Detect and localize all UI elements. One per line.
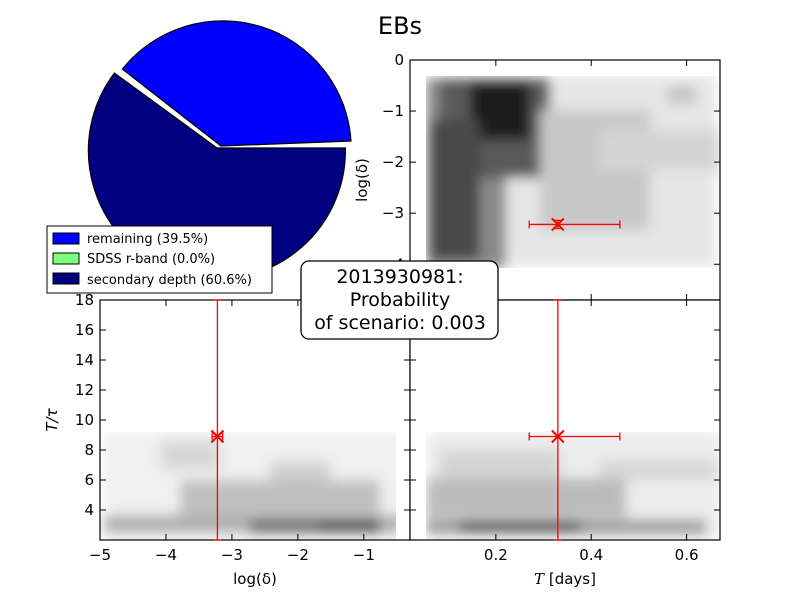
y-tick-label: 6 (84, 471, 94, 489)
x-axis-label-bottom-right: T [days] (534, 570, 596, 588)
y-tick-label: 18 (75, 291, 94, 309)
scenario-marker-bottom-right (528, 299, 621, 541)
scenario-probability-annotation: 2013930981: Probability of scenario: 0.0… (300, 260, 499, 340)
legend-label-secondary-depth: secondary depth (60.6%) (87, 273, 252, 288)
scenario-x-marker (551, 429, 565, 444)
legend-label-sdss: SDSS r-band (0.0%) (87, 252, 215, 267)
x-tick-label: −2 (287, 546, 309, 564)
y-tick-label: 4 (84, 501, 94, 519)
y-tick-label: 14 (75, 351, 94, 369)
scenario-marker-bottom-left (210, 299, 225, 541)
x-tick-label: 0.4 (579, 546, 603, 564)
annotation-line-3: of scenario: 0.003 (314, 312, 486, 334)
y-tick-label: 16 (75, 321, 94, 339)
y-axis-label-top-right: log(δ) (353, 158, 371, 202)
legend-label-remaining: remaining (39.5%) (87, 232, 208, 247)
figure-title: EBs (378, 12, 422, 40)
x-tick-label: −4 (155, 546, 177, 564)
x-axis-unit-bottom-right: [days] (549, 570, 596, 588)
x-tick-label: −5 (89, 546, 111, 564)
x-tick-label: −1 (353, 546, 375, 564)
panel-bottom-left: 4 6 8 10 12 14 16 18 −5 −4 −3 −2 −1 log(δ) T/τ (43, 291, 411, 588)
legend-swatch-sdss (52, 252, 80, 265)
density-heatmap-bottom-left (100, 300, 410, 540)
pie-slice-remaining (121, 20, 352, 147)
scenario-x-marker (210, 429, 225, 444)
y-tick-label: 8 (84, 441, 94, 459)
y-axis-label-bottom-left: T/τ (43, 407, 61, 431)
scenario-marker-top-right (528, 217, 621, 232)
y-tick-label: 0 (394, 51, 404, 69)
y-tick-label: −3 (382, 204, 404, 222)
x-tick-label: 0.2 (484, 546, 508, 564)
y-tick-label: −2 (382, 153, 404, 171)
x-tick-label: 0.6 (675, 546, 699, 564)
scenario-x-marker (551, 217, 565, 232)
annotation-line-1: 2013930981: (336, 266, 463, 288)
y-tick-label: 12 (75, 381, 94, 399)
pie-legend: remaining (39.5%) SDSS r-band (0.0%) sec… (46, 225, 273, 294)
legend-box (46, 225, 273, 294)
legend-swatch-remaining (52, 232, 80, 245)
x-axis-label-bottom-left: log(δ) (233, 570, 277, 588)
y-tick-label: 10 (75, 411, 94, 429)
panel-bottom-right: 0.2 0.4 0.6 T [days] (409, 299, 721, 588)
legend-swatch-secondary-depth (52, 272, 80, 285)
y-tick-label: −1 (382, 102, 404, 120)
annotation-line-2: Probability (350, 289, 450, 311)
x-tick-label: −3 (221, 546, 243, 564)
